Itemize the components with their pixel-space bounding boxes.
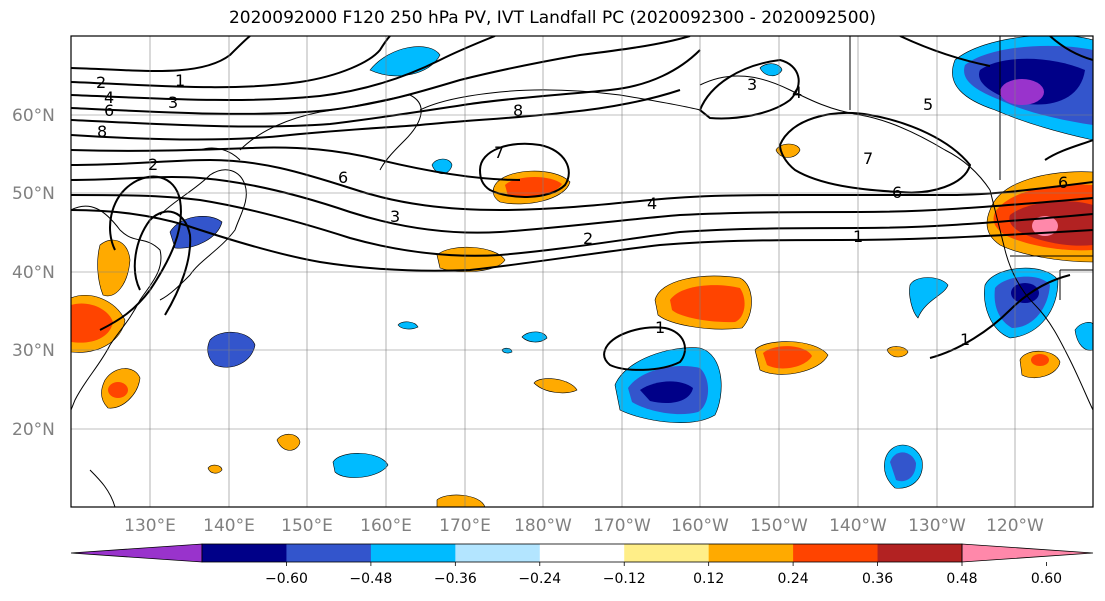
contour-label: 1 bbox=[853, 227, 863, 246]
lon-label: 170°W bbox=[593, 516, 651, 536]
contour-label: 7 bbox=[494, 143, 504, 162]
contour-label: 1 bbox=[175, 71, 185, 90]
lat-labels: 60°N 50°N 40°N 30°N 20°N bbox=[12, 106, 55, 440]
lon-labels: 130°E 140°E 150°E 160°E 170°E 180°W 170°… bbox=[124, 516, 1044, 536]
lon-label: 120°W bbox=[986, 516, 1044, 536]
colorbar-extend-high bbox=[961, 543, 1094, 563]
contour-label: 3 bbox=[747, 75, 757, 94]
colorbar-tick-label: −0.60 bbox=[265, 571, 308, 587]
lon-label: 150°E bbox=[281, 516, 333, 536]
colorbar-segment bbox=[624, 544, 710, 562]
contour-label: 8 bbox=[513, 101, 523, 120]
colorbar-segment bbox=[370, 544, 456, 562]
contour-label: 3 bbox=[168, 93, 178, 112]
colorbar-segment bbox=[877, 544, 963, 562]
map-title: 2020092000 F120 250 hPa PV, IVT Landfall… bbox=[228, 8, 876, 28]
contour-label: 4 bbox=[792, 83, 802, 102]
colorbar-segment bbox=[793, 544, 879, 562]
colorbar-tick-label: 0.12 bbox=[693, 571, 724, 587]
contour-label: 6 bbox=[104, 101, 114, 120]
colorbar-extend-low bbox=[70, 543, 203, 563]
contour-label: 3 bbox=[390, 207, 400, 226]
contour-label: 1 bbox=[960, 330, 970, 349]
lon-label: 170°E bbox=[439, 516, 491, 536]
lat-label: 60°N bbox=[12, 106, 55, 126]
lat-label: 40°N bbox=[12, 263, 55, 283]
lon-label: 160°E bbox=[360, 516, 412, 536]
colorbar-segment bbox=[286, 544, 372, 562]
contour-label: 7 bbox=[863, 149, 873, 168]
contour-label: 2 bbox=[583, 229, 593, 248]
colorbar-segment bbox=[708, 544, 794, 562]
contour-label: 4 bbox=[104, 88, 114, 107]
pv-contours bbox=[71, 36, 1093, 371]
colorbar-frame bbox=[201, 543, 963, 563]
lon-label: 150°W bbox=[750, 516, 808, 536]
contour-label: 1 bbox=[655, 318, 665, 337]
contour-label: 5 bbox=[923, 95, 933, 114]
colorbar-tick-label: −0.36 bbox=[434, 571, 477, 587]
contour-labels: 1 2 4 6 3 8 6 3 8 7 4 2 1 6 7 3 4 5 6 1 … bbox=[96, 71, 1068, 349]
map-frame bbox=[70, 35, 1094, 508]
contour-label: 8 bbox=[97, 122, 107, 141]
colorbar-tick-label: −0.24 bbox=[518, 571, 561, 587]
map-area bbox=[71, 36, 1093, 507]
lon-label: 160°W bbox=[671, 516, 729, 536]
lat-label: 20°N bbox=[12, 420, 55, 440]
lon-label: 130°E bbox=[124, 516, 176, 536]
lon-label: 180°W bbox=[514, 516, 572, 536]
contour-label: 6 bbox=[892, 183, 902, 202]
colorbar-segment bbox=[539, 544, 625, 562]
contour-label: 4 bbox=[647, 194, 657, 213]
colorbar: −0.60 −0.48 −0.36 −0.24 −0.12 0.12 0.24 0.36 0.4… bbox=[70, 543, 1094, 587]
colorbar-tick-label: 0.48 bbox=[946, 571, 977, 587]
lat-label: 50°N bbox=[12, 184, 55, 204]
lon-label: 130°W bbox=[908, 516, 966, 536]
colorbar-tick-label: −0.48 bbox=[349, 571, 392, 587]
contour-label: 6 bbox=[1058, 173, 1068, 192]
lon-label: 140°W bbox=[829, 516, 887, 536]
colorbar-tick-label: 0.24 bbox=[778, 571, 809, 587]
colorbar-tick-label: 0.60 bbox=[1031, 571, 1062, 587]
colorbar-segment bbox=[202, 544, 287, 562]
gridlines bbox=[71, 36, 1093, 507]
contour-label: 6 bbox=[338, 168, 348, 187]
colorbar-segment bbox=[455, 544, 541, 562]
colorbar-tick-label: 0.36 bbox=[862, 571, 893, 587]
contour-label: 2 bbox=[148, 155, 158, 174]
lat-label: 30°N bbox=[12, 341, 55, 361]
coastlines bbox=[71, 36, 1093, 507]
contour-label: 2 bbox=[96, 73, 106, 92]
lon-label: 140°E bbox=[203, 516, 255, 536]
colorbar-tick-label: −0.12 bbox=[603, 571, 646, 587]
